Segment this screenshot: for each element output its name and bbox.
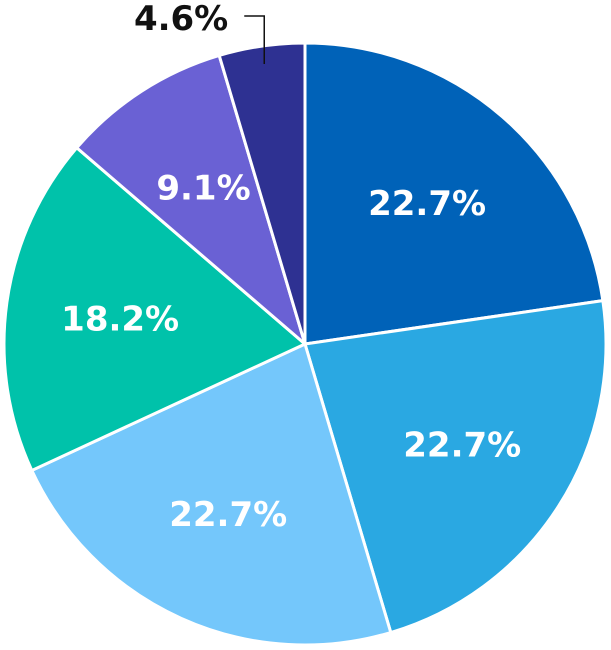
pie-labels: 22.7% 22.7% 22.7% 18.2% 9.1% 4.6%	[61, 0, 521, 535]
pie-slice-6	[217, 41, 307, 346]
leader-line-6	[244, 15, 265, 64]
pie-slice-4	[2, 146, 307, 472]
pie-slice-2	[303, 299, 608, 635]
slice-label-3: 22.7%	[169, 495, 287, 535]
slice-label-2: 22.7%	[403, 425, 521, 465]
pie-slice-3	[30, 342, 393, 647]
slice-label-4: 18.2%	[61, 299, 179, 339]
pie-slice-5	[75, 53, 307, 346]
pie-slices	[2, 41, 608, 647]
slice-label-5: 9.1%	[156, 168, 250, 208]
slice-label-1: 22.7%	[368, 184, 486, 224]
slice-label-6: 4.6%	[134, 0, 228, 39]
pie-slice-1	[303, 41, 605, 346]
